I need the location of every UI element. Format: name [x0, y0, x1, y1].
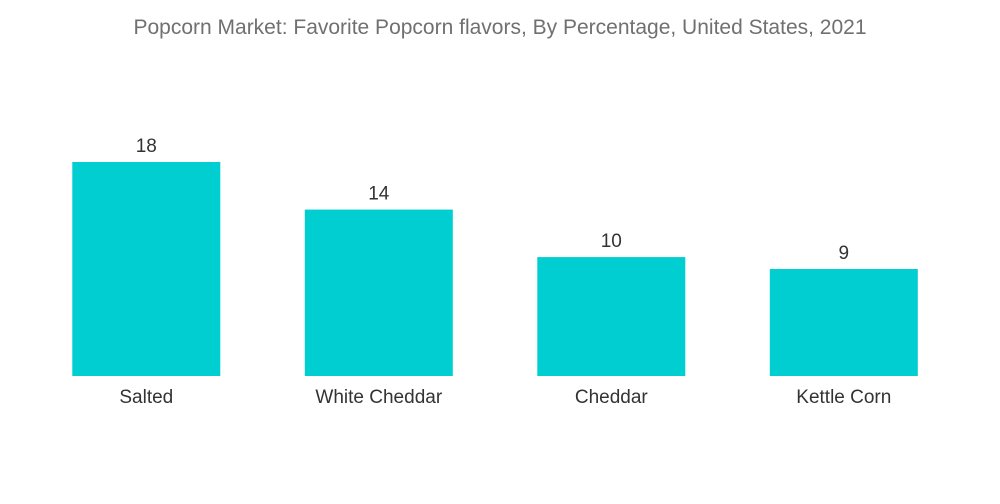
- bar-salted: [72, 162, 221, 376]
- bar-value-label: 14: [368, 184, 390, 205]
- bar-value-label: 10: [601, 231, 622, 252]
- bar-kettle-corn: [769, 269, 918, 376]
- x-tick-label: Cheddar: [575, 387, 649, 408]
- bar-cheddar: [537, 257, 686, 376]
- chart-title: Popcorn Market: Favorite Popcorn flavors…: [133, 16, 867, 39]
- bar-white-cheddar: [304, 209, 453, 376]
- x-tick-label: Salted: [119, 387, 173, 408]
- bar-value-label: 9: [839, 243, 850, 264]
- x-tick-label: Kettle Corn: [796, 387, 891, 408]
- bar-value-label: 18: [136, 136, 157, 157]
- x-tick-label: White Cheddar: [315, 387, 442, 408]
